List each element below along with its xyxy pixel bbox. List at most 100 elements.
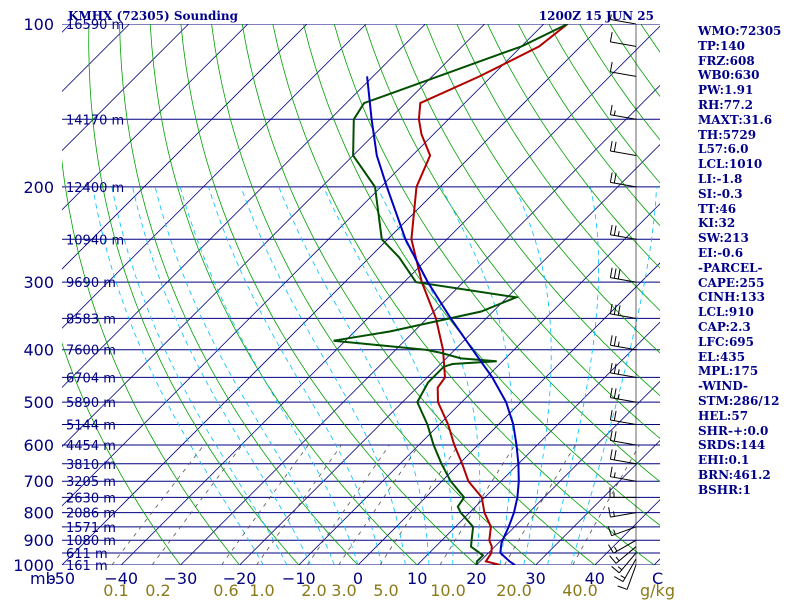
dry-adiabat-line [149,24,418,565]
mixing-ratio-line [256,444,342,565]
height-label: 3205 m [66,475,116,490]
index-item: SI:-0.3 [698,186,743,201]
wind-barb [609,31,637,47]
isobars [62,24,660,565]
moist-adiabat-line [208,186,383,565]
mixing-ratio-line [221,444,309,565]
index-item: EHI:0.1 [698,453,750,468]
wind-barb [611,552,637,574]
index-item: WB0:630 [698,68,760,83]
index-item: L57:6.0 [698,142,749,157]
wind-barb [614,558,637,583]
wind-barbs [607,14,637,590]
isotherm-line [180,84,660,565]
index-item: SHR-+:0.0 [698,423,769,438]
mixing-ratio-line [439,444,516,565]
isotherm-line [62,24,367,329]
index-item: LCL:910 [698,305,754,320]
temperature-tick-label: 10 [407,569,427,588]
height-label: 2086 m [66,507,116,522]
temperature-line [410,24,569,565]
height-label: 14170 m [66,113,124,128]
pressure-labels: 100 200 300 400 500 600 700 800 900 1000 [13,15,54,575]
temperature-tick-label: 0 [353,569,363,588]
isotherm-line [62,24,485,448]
height-label: 2630 m [66,491,116,506]
index-item: TP:140 [698,38,746,53]
wind-barb [608,539,637,554]
temperature-tick-label: 30 [525,569,545,588]
height-labels: 16590 m 14170 m 12400 m 10940 m 9690 m 8583 m… [66,18,124,574]
dry-adiabat-line [487,24,660,269]
wind-barb [609,14,637,25]
index-item: KI:32 [698,216,736,231]
pressure-tick-label: 400 [23,341,54,360]
pressure-tick-label: 300 [23,273,54,292]
pressure-tick-label: 200 [23,178,54,197]
indices-panel: WMO:72305 TP:140 FRZ:608 WB0:630 PW:1.91 RH:7… [698,24,781,498]
height-label: 4454 m [66,439,116,454]
pressure-tick-label: 600 [23,436,54,455]
index-item: MPL:175 [698,364,759,379]
dry-adiabat-line [211,24,536,565]
wind-barb [609,546,637,564]
index-item: SRDS:144 [698,438,766,453]
mixing-ratio-tick-label: 1.0 [249,581,274,600]
mixing-ratio-line [504,444,576,565]
dry-adiabat-line [180,24,477,565]
gkg-unit-label: g/kg [640,581,675,600]
moist-adiabat-line [547,186,599,565]
mixing-ratio-lines [111,444,640,565]
height-label: 1080 m [66,534,116,549]
height-label: 16590 m [66,18,124,33]
index-item: PW:1.91 [698,83,754,98]
moist-adiabat-line [514,186,552,565]
isotherm-line [62,24,545,507]
moist-adiabat-line [240,186,406,565]
wind-barb [607,526,637,537]
wind-barb [609,141,637,156]
mixing-ratio-line [111,444,205,565]
wind-barb [609,387,637,403]
mixing-ratio-tick-label: 3.0 [331,581,356,600]
mixing-ratio-line [306,444,390,565]
index-item: RH:77.2 [698,97,753,112]
dry-adiabat-line [425,24,660,354]
wind-barb [609,449,637,465]
wind-barb [609,224,637,240]
moist-adiabat-line [440,186,513,565]
moist-adiabat-line [179,186,359,565]
mixing-ratio-tick-label: 20.0 [496,581,532,600]
isotherm-line [535,440,660,565]
wind-barb [609,303,637,319]
temperature-tick-label: -50 [49,569,75,588]
index-item: MAXT:31.6 [698,112,773,127]
isotherms [62,24,660,565]
wind-barb [608,507,637,518]
wind-barb [617,564,637,590]
temperature-tick-label: −30 [164,569,198,588]
dry-adiabat-line [303,24,660,526]
wind-barb [609,104,637,120]
mixing-ratio-tick-label: 5.0 [373,581,398,600]
height-label: 5144 m [66,419,116,434]
index-item: FRZ:608 [698,53,755,68]
mixing-ratio-tick-label: 0.2 [145,581,170,600]
dry-adiabat-line [62,342,181,565]
wind-barb [609,267,637,283]
mixing-ratio-tick-label: 40.0 [562,581,598,600]
wind-barb [609,362,637,378]
dry-adiabat-line [456,24,660,312]
height-label: 6704 m [66,371,116,386]
moist-adiabat-line [154,186,335,565]
isotherm-line [416,321,660,565]
index-item: SW:213 [698,231,749,246]
index-item: HEL:57 [698,408,749,423]
wind-barb [609,410,637,426]
height-label: 12400 m [66,181,124,196]
station-title: KMHX (72305) Sounding [68,9,239,23]
height-label: 8583 m [66,312,116,327]
dry-adiabats [62,24,660,565]
wind-barb [609,61,637,77]
